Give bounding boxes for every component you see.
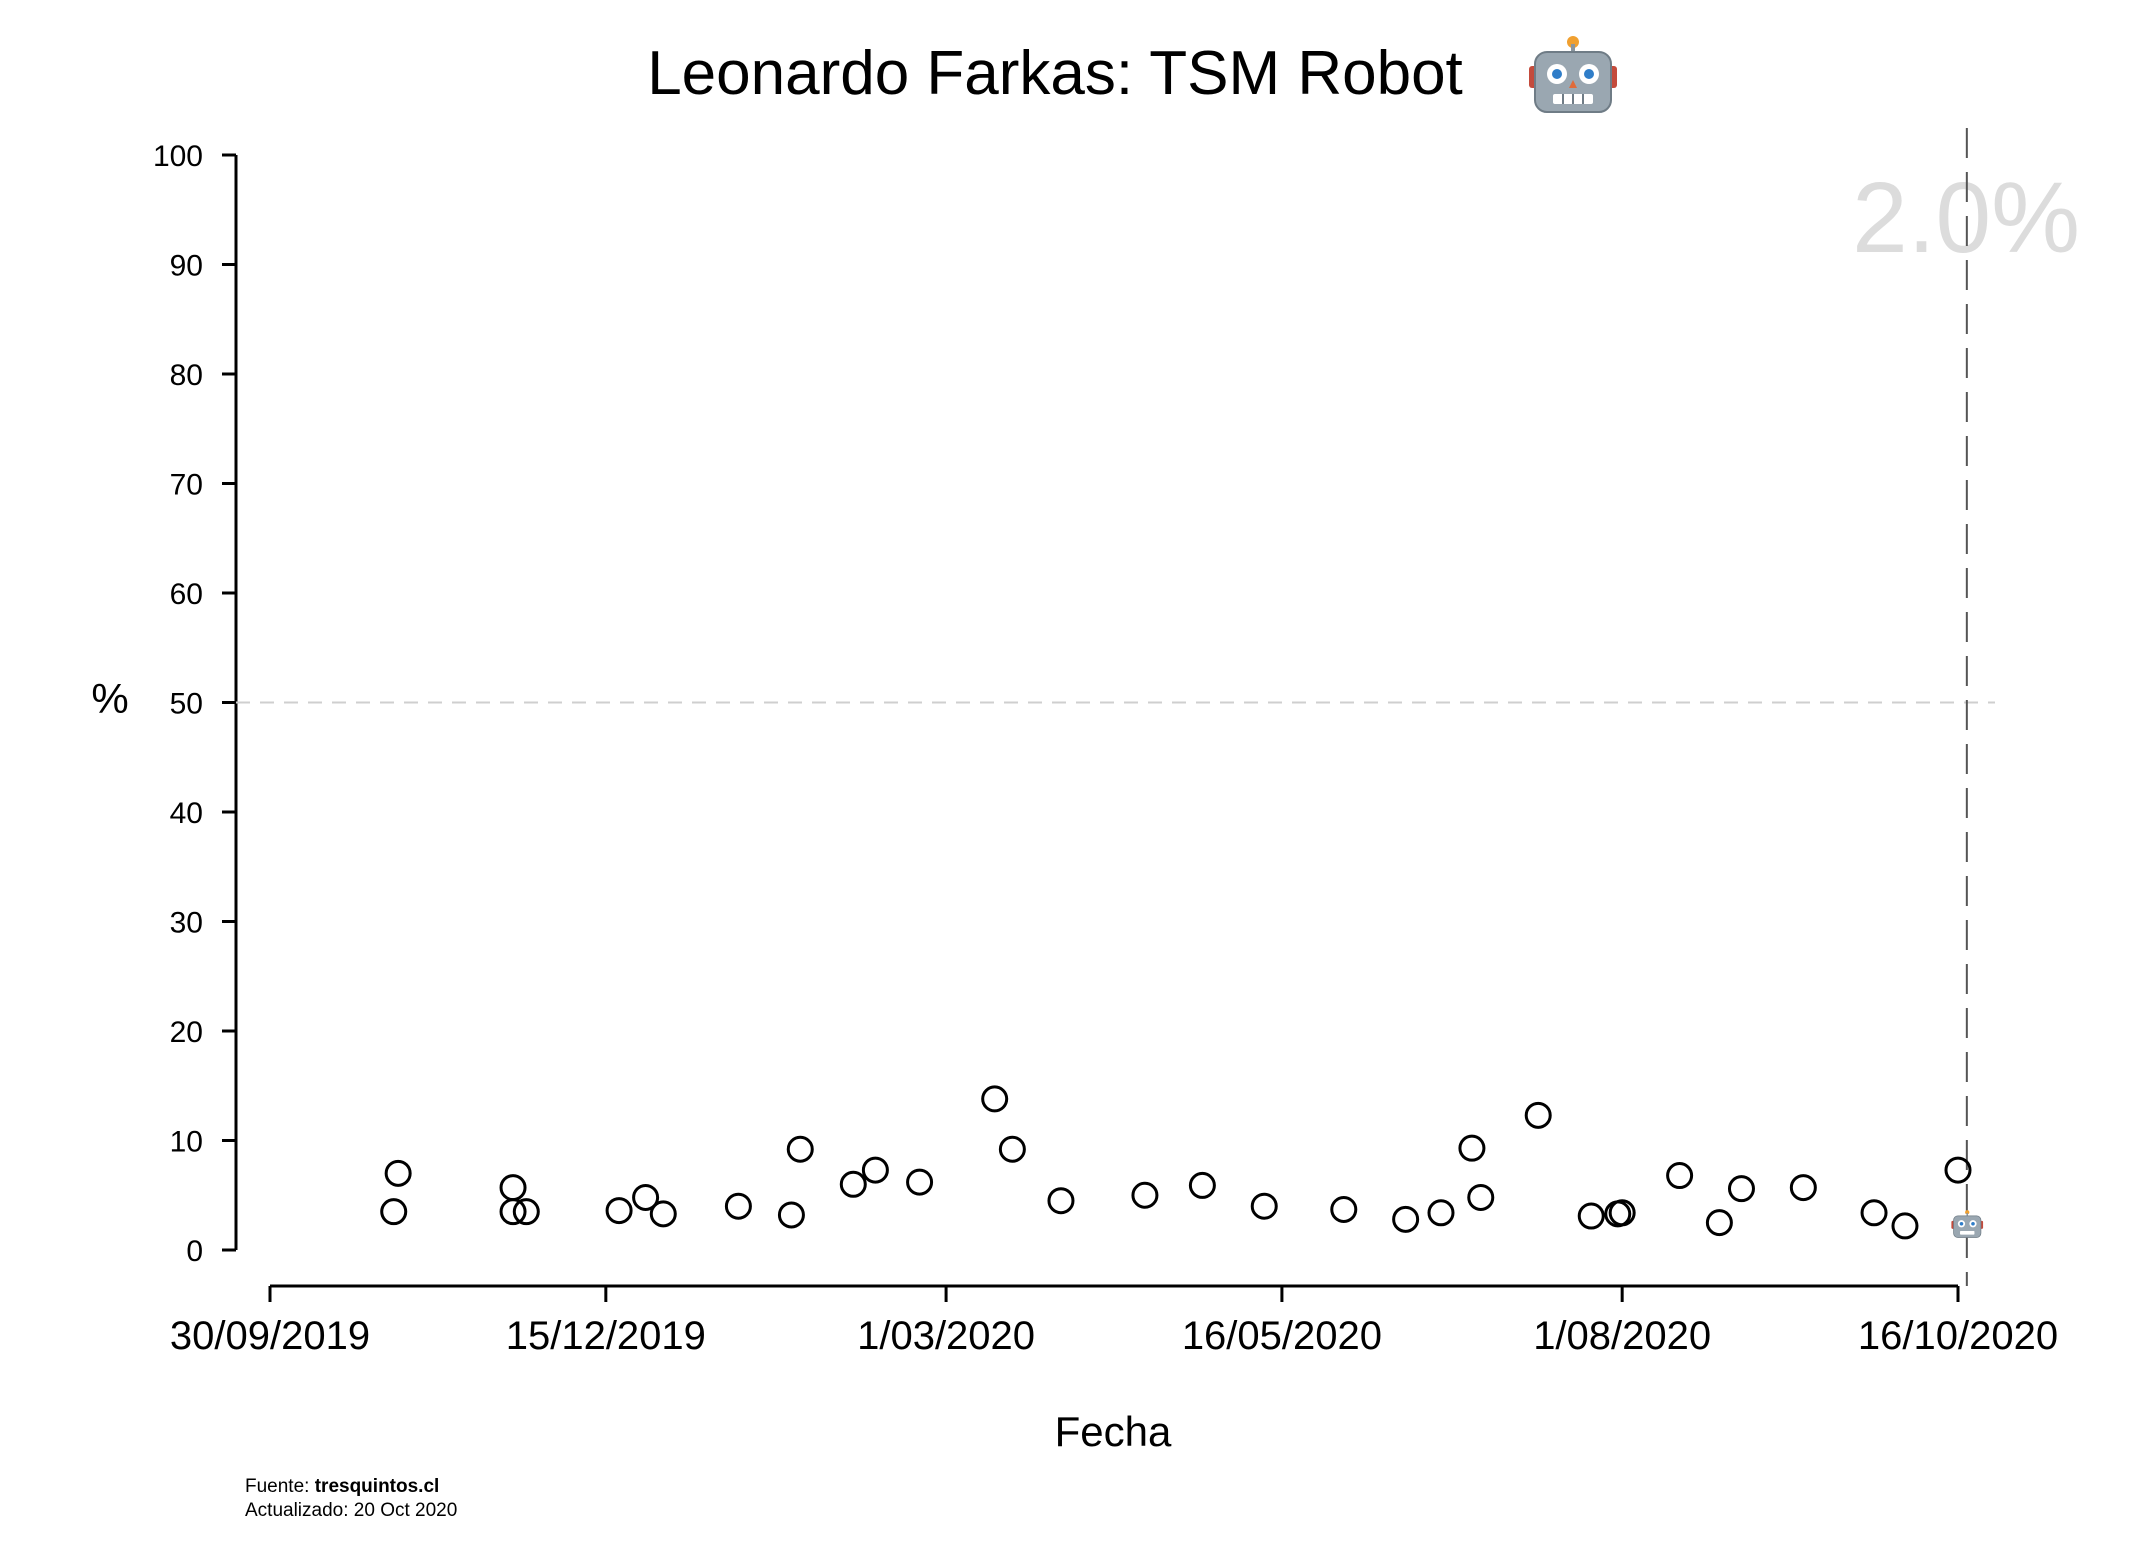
data-point [605, 1197, 633, 1225]
data-point [384, 1159, 412, 1187]
y-tick-label: 70 [170, 469, 203, 502]
y-tick-label: 0 [186, 1235, 203, 1268]
data-point [981, 1085, 1009, 1113]
x-tick-label: 30/09/2019 [170, 1314, 370, 1358]
y-tick-label: 10 [170, 1126, 203, 1159]
data-point [786, 1135, 814, 1163]
data-point [1188, 1171, 1216, 1199]
y-tick-label: 100 [153, 140, 203, 173]
data-point [1131, 1181, 1159, 1209]
data-point [1392, 1205, 1420, 1233]
data-point [499, 1174, 527, 1202]
y-tick-label: 80 [170, 359, 203, 392]
data-point [839, 1170, 867, 1198]
y-tick-label: 50 [170, 688, 203, 721]
data-point [724, 1192, 752, 1220]
x-tick-label: 16/10/2020 [1858, 1314, 2058, 1358]
robot-face-icon [1951, 1210, 1984, 1238]
chart-title: Leonardo Farkas: TSM Robot [647, 39, 1463, 108]
y-tick-label: 20 [170, 1016, 203, 1049]
data-point [861, 1156, 889, 1184]
footer-updated: Actualizado: 20 Oct 2020 [245, 1500, 457, 1521]
data-point [1666, 1162, 1694, 1190]
data-point [512, 1198, 540, 1226]
x-tick-label: 1/03/2020 [857, 1314, 1035, 1358]
data-point [1727, 1175, 1755, 1203]
x-tick-label: 1/08/2020 [1533, 1314, 1711, 1358]
y-tick-label: 40 [170, 797, 203, 830]
data-point [1608, 1199, 1636, 1227]
data-point [649, 1200, 677, 1228]
data-point [1891, 1212, 1919, 1240]
data-point [1789, 1174, 1817, 1202]
y-tick-label: 60 [170, 578, 203, 611]
y-tick-label: 90 [170, 250, 203, 283]
data-point [1524, 1101, 1552, 1129]
x-tick-label: 16/05/2020 [1182, 1314, 1382, 1358]
footer-source-name: tresquintos.cl [315, 1476, 440, 1497]
data-point [777, 1201, 805, 1229]
y-axis-title: % [91, 675, 128, 722]
data-point [1250, 1192, 1278, 1220]
x-ticks: 30/09/2019 15/12/2019 1/03/2020 16/05/2020 1… [170, 1286, 2058, 1358]
data-point [1944, 1156, 1972, 1184]
data-point [1427, 1199, 1455, 1227]
y-tick-label: 30 [170, 907, 203, 940]
data-point [1860, 1199, 1888, 1227]
data-point [380, 1198, 408, 1226]
current-marker [1951, 1210, 1984, 1238]
footer-source: Fuente: tresquintos.cl [245, 1476, 439, 1497]
data-point [499, 1198, 527, 1226]
x-axis-title: Fecha [1055, 1408, 1172, 1455]
data-point [1047, 1187, 1075, 1215]
footer-source-prefix: Fuente: [245, 1476, 315, 1497]
data-point [1467, 1183, 1495, 1211]
data-point [1705, 1209, 1733, 1237]
data-point [632, 1183, 660, 1211]
data-point [1458, 1134, 1486, 1162]
data-point [906, 1168, 934, 1196]
data-point [998, 1135, 1026, 1163]
data-points [380, 1085, 1972, 1240]
x-tick-label: 15/12/2019 [506, 1314, 706, 1358]
y-ticks: 0 10 20 30 40 50 60 70 80 90 100 [153, 140, 236, 1268]
robot-face-icon [1529, 36, 1617, 113]
data-point [1577, 1202, 1605, 1230]
data-point [1330, 1195, 1358, 1223]
